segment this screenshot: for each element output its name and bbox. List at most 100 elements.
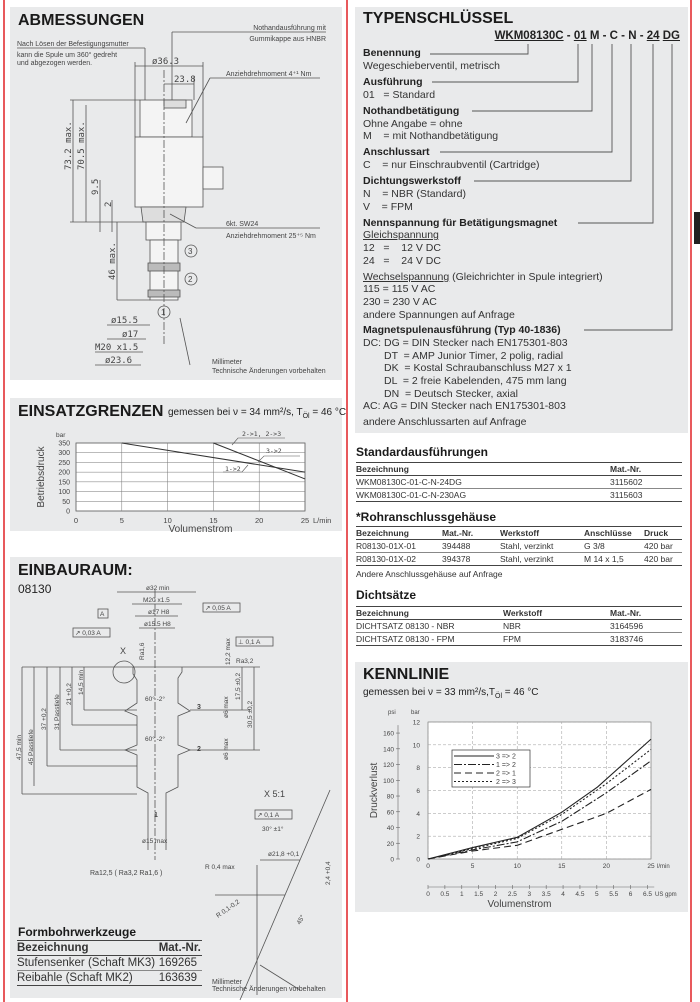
- x-tick-label: 5: [471, 863, 475, 870]
- cell: Stahl, verzinkt: [500, 539, 584, 553]
- surface-roughness: Ra12,5 ( Ra3,2 Ra1,6 ): [90, 870, 162, 877]
- dim-705: 70.5 max.: [77, 121, 87, 170]
- cell: WKM08130C-01-C-N-230AG: [356, 488, 610, 502]
- table-row: Reibahle (Schaft MK2) 163639: [17, 970, 202, 986]
- x2-tick-label: 6: [629, 891, 633, 898]
- col-werkstoff: Werkstoff: [500, 526, 584, 540]
- line: 230 = 230 V AC: [363, 296, 437, 308]
- page-tab-marker: [694, 212, 700, 244]
- angle-60-bottom: 60° -2°: [145, 735, 165, 743]
- cell: DICHTSATZ 08130 - NBR: [356, 619, 503, 633]
- cell: WKM08130C-01-C-N-24DG: [356, 475, 610, 489]
- cell: DICHTSATZ 08130 - FPM: [356, 632, 503, 646]
- cell: 420 bar: [644, 539, 682, 553]
- dim-m20: M20 x1.5: [143, 597, 170, 604]
- heading-nennspannung: Nennspannung für Betätigungsmagnet: [363, 217, 558, 229]
- heading-ausfuehrung: Ausführung: [363, 76, 423, 88]
- roughness-16: Ra1,6: [139, 642, 146, 660]
- kennlinie-subtitle: gemessen bei ν = 33 mm²/s,TÖl = 46 °C: [363, 687, 539, 700]
- annotation-label: 2->1, 2->3: [242, 430, 281, 438]
- dim-d155: ø15.5 H8: [144, 621, 171, 628]
- footer-millimeter: Millimeter: [212, 979, 243, 986]
- footer-millimeter: Millimeter: [212, 359, 243, 366]
- col-matnr: Mat.-Nr.: [610, 606, 682, 620]
- y-tick-label: 6: [416, 788, 420, 795]
- x-tick-label: 15: [558, 863, 566, 870]
- series-line: [427, 788, 652, 860]
- annotation-leader: [257, 455, 300, 463]
- cell: 394488: [442, 539, 500, 553]
- x-axis-label: Volumenstrom: [488, 899, 552, 910]
- y-tick-label: 50: [62, 499, 70, 506]
- hex-label: 6kt. SW24: [226, 221, 258, 228]
- heading-anschlussart: Anschlussart: [363, 146, 430, 158]
- line: 12 = 12 V DC: [363, 242, 441, 254]
- dim-d36: ø36.3: [152, 57, 179, 67]
- annotation-label: 3->2: [266, 447, 282, 455]
- y2-tick-label: 100: [383, 778, 394, 785]
- cell: Stahl, verzinkt: [500, 552, 584, 566]
- cell: 163639: [158, 970, 202, 986]
- page-border-right: [690, 0, 692, 1002]
- line: DT = AMP Junior Timer, 2 polig, radial: [384, 350, 564, 362]
- line: DC: DG = DIN Stecker nach EN175301-803: [363, 337, 568, 349]
- dim-122: 12,2 max: [225, 638, 232, 665]
- series-line: [427, 748, 652, 860]
- cell: M 14 x 1,5: [584, 552, 644, 566]
- einbauraum-panel: [10, 557, 342, 998]
- x-tick-label: 20: [255, 516, 263, 525]
- y2-tick-label: 20: [387, 841, 395, 848]
- subtitle-text: gemessen bei ν = 34 mm²/s, T: [168, 407, 303, 418]
- x2-tick-label: 1.5: [474, 891, 483, 898]
- dim-m20: M20 x1.5: [95, 343, 138, 353]
- line: 01 = Standard: [363, 89, 436, 101]
- legend-label: 1 => 2: [496, 762, 516, 769]
- cell: 3115603: [610, 488, 682, 502]
- line: andere Spannungen auf Anfrage: [363, 309, 515, 321]
- code-version: 01: [573, 30, 587, 42]
- x-tick-label: 15: [209, 516, 217, 525]
- note-manual-override-2: Gummikappe aus HNBR: [249, 36, 326, 43]
- y-tick-label: 250: [58, 460, 70, 467]
- note-manual-override-1: Nothandausführung mit: [253, 25, 326, 32]
- y-tick-label: 200: [58, 470, 70, 477]
- code-seal: N: [628, 30, 637, 42]
- note-coil-3: und abgezogen werden.: [17, 60, 92, 67]
- x-tick-label: 20: [603, 863, 611, 870]
- y-tick-label: 300: [58, 450, 70, 457]
- x2-tick-label: 2: [494, 891, 498, 898]
- x2-tick-label: 6.5: [643, 891, 652, 898]
- line: C = nur Einschraubventil (Cartridge): [363, 159, 540, 171]
- dim-37: 37 +0,2: [41, 708, 48, 730]
- formbohrwerkzeuge-table: Bezeichnung Mat.-Nr. Stufensenker (Schaft…: [17, 940, 202, 986]
- rohr-table: Bezeichnung Mat.-Nr. Werkstoff Anschlüsse Dr…: [356, 526, 682, 566]
- y-axis-label: Druckverlust: [369, 763, 380, 819]
- cell: 3183746: [610, 632, 682, 646]
- col-werkstoff: Werkstoff: [503, 606, 610, 620]
- y-axis-label: Betriebsdruck: [36, 445, 47, 507]
- torque-label-1: Anziehdrehmoment 4⁺¹ Nm: [226, 71, 312, 78]
- detail-scale: X 5:1: [264, 789, 285, 799]
- footer-changes: Technische Änderungen vorbehalten: [212, 367, 326, 375]
- dim-d155: ø15.5: [111, 316, 138, 326]
- col-matnr: Mat.-Nr.: [442, 526, 500, 540]
- heading-benennung: Benennung: [363, 47, 421, 59]
- footer-changes: Technische Änderungen vorbehalten: [212, 985, 326, 993]
- y2-tick-label: 60: [387, 809, 395, 816]
- port-2: 2: [197, 746, 201, 753]
- port-1: 1: [154, 812, 158, 819]
- line: V = FPM: [363, 201, 413, 213]
- dim-45: 45 Passtiefe: [28, 729, 35, 765]
- roughness-32: Ra3,2: [236, 658, 254, 665]
- x-tick-label: 25: [301, 516, 309, 525]
- cell: 169265: [158, 955, 202, 971]
- y-tick-label: 10: [413, 742, 421, 749]
- y-tick-label: 4: [416, 811, 420, 818]
- annotation-label: 1->2: [225, 465, 241, 473]
- y-tick-label: 100: [58, 489, 70, 496]
- table-row: R08130-01X-01 394488 Stahl, verzinkt G 3/8 4…: [356, 539, 682, 553]
- standard-title: Standardausführungen: [356, 445, 489, 459]
- y-unit: bar: [411, 710, 420, 716]
- y2-tick-label: 0: [390, 857, 394, 864]
